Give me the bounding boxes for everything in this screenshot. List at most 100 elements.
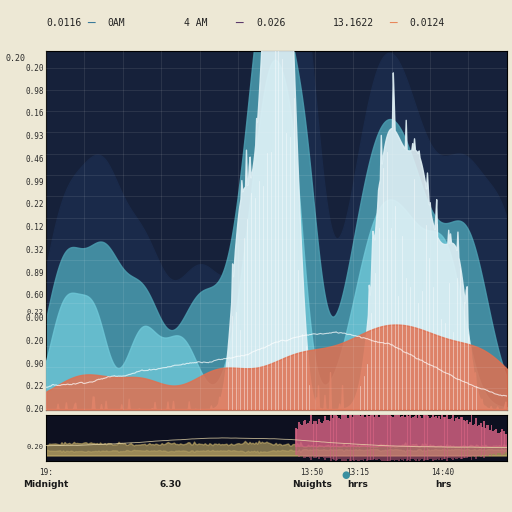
Bar xyxy=(409,447,411,461)
Bar xyxy=(321,447,323,457)
Bar xyxy=(347,447,349,459)
Bar xyxy=(440,419,441,447)
Bar xyxy=(356,447,358,463)
Bar xyxy=(310,447,312,460)
Bar xyxy=(364,417,366,447)
Bar xyxy=(447,447,449,458)
Bar xyxy=(332,447,334,459)
Bar xyxy=(319,447,321,457)
Bar xyxy=(323,447,324,458)
Bar xyxy=(316,447,318,457)
Bar xyxy=(306,424,307,447)
Bar xyxy=(358,447,360,462)
Bar xyxy=(469,422,471,447)
Bar xyxy=(472,425,474,447)
Bar xyxy=(329,421,331,447)
Bar xyxy=(480,447,482,457)
Bar xyxy=(312,447,313,456)
Bar xyxy=(483,447,485,458)
Bar xyxy=(361,414,363,447)
Bar xyxy=(344,447,346,461)
Bar xyxy=(463,420,464,447)
Bar xyxy=(417,418,418,447)
Bar xyxy=(296,447,298,455)
Bar xyxy=(385,447,386,461)
Bar xyxy=(475,418,477,447)
Bar xyxy=(350,413,352,447)
Bar xyxy=(315,421,316,447)
Bar xyxy=(406,447,408,462)
Bar xyxy=(438,447,440,460)
Bar xyxy=(504,447,506,453)
Bar xyxy=(457,417,458,447)
Bar xyxy=(316,424,318,447)
Bar xyxy=(353,412,355,447)
Bar xyxy=(397,415,398,447)
Bar xyxy=(375,447,377,460)
Bar xyxy=(307,422,309,447)
Bar xyxy=(424,447,426,460)
Bar xyxy=(312,424,313,447)
Bar xyxy=(423,411,424,447)
Bar xyxy=(391,447,392,460)
Bar xyxy=(392,417,394,447)
Text: 0.93: 0.93 xyxy=(25,132,44,141)
Bar xyxy=(336,416,338,447)
Bar xyxy=(333,447,335,460)
Text: 0.0124: 0.0124 xyxy=(410,18,445,28)
Bar xyxy=(332,418,334,447)
Bar xyxy=(466,447,467,458)
Bar xyxy=(326,420,328,447)
Text: 0.32: 0.32 xyxy=(25,246,44,255)
Bar xyxy=(426,415,428,447)
Bar xyxy=(359,447,361,460)
Bar xyxy=(417,447,418,459)
Bar xyxy=(498,447,500,453)
Bar xyxy=(346,447,348,460)
Bar xyxy=(359,416,361,447)
Bar xyxy=(321,423,323,447)
Bar xyxy=(318,447,319,459)
Bar xyxy=(330,413,332,447)
Bar xyxy=(478,425,480,447)
Bar xyxy=(471,447,472,460)
Bar xyxy=(358,411,360,447)
Bar xyxy=(435,447,437,460)
Bar xyxy=(480,423,482,447)
Bar xyxy=(437,447,438,459)
Text: 0.90: 0.90 xyxy=(25,359,44,369)
Bar xyxy=(429,418,431,447)
Bar xyxy=(346,414,348,447)
Bar xyxy=(398,414,400,447)
Bar xyxy=(489,431,491,447)
Text: 0AM: 0AM xyxy=(108,18,125,28)
Bar xyxy=(327,447,329,458)
Bar xyxy=(335,447,337,461)
Bar xyxy=(464,421,466,447)
Text: 0.20: 0.20 xyxy=(5,54,25,63)
Bar xyxy=(403,447,404,461)
Bar xyxy=(401,447,403,460)
Bar xyxy=(386,447,388,462)
Bar xyxy=(446,412,447,447)
Bar xyxy=(503,447,505,454)
Bar xyxy=(443,417,444,447)
Bar xyxy=(373,447,375,459)
Bar xyxy=(304,420,306,447)
Bar xyxy=(474,423,475,447)
Bar xyxy=(366,447,368,462)
Bar xyxy=(418,412,420,447)
Bar xyxy=(406,411,408,447)
Bar xyxy=(330,447,332,461)
Bar xyxy=(441,447,443,460)
Bar xyxy=(494,430,496,447)
Bar xyxy=(343,409,345,447)
Bar xyxy=(486,425,488,447)
Bar xyxy=(372,447,374,460)
Bar xyxy=(487,425,489,447)
Bar xyxy=(471,415,472,447)
Bar xyxy=(367,447,369,460)
Bar xyxy=(349,447,351,462)
Bar xyxy=(318,419,319,447)
Bar xyxy=(444,417,446,447)
